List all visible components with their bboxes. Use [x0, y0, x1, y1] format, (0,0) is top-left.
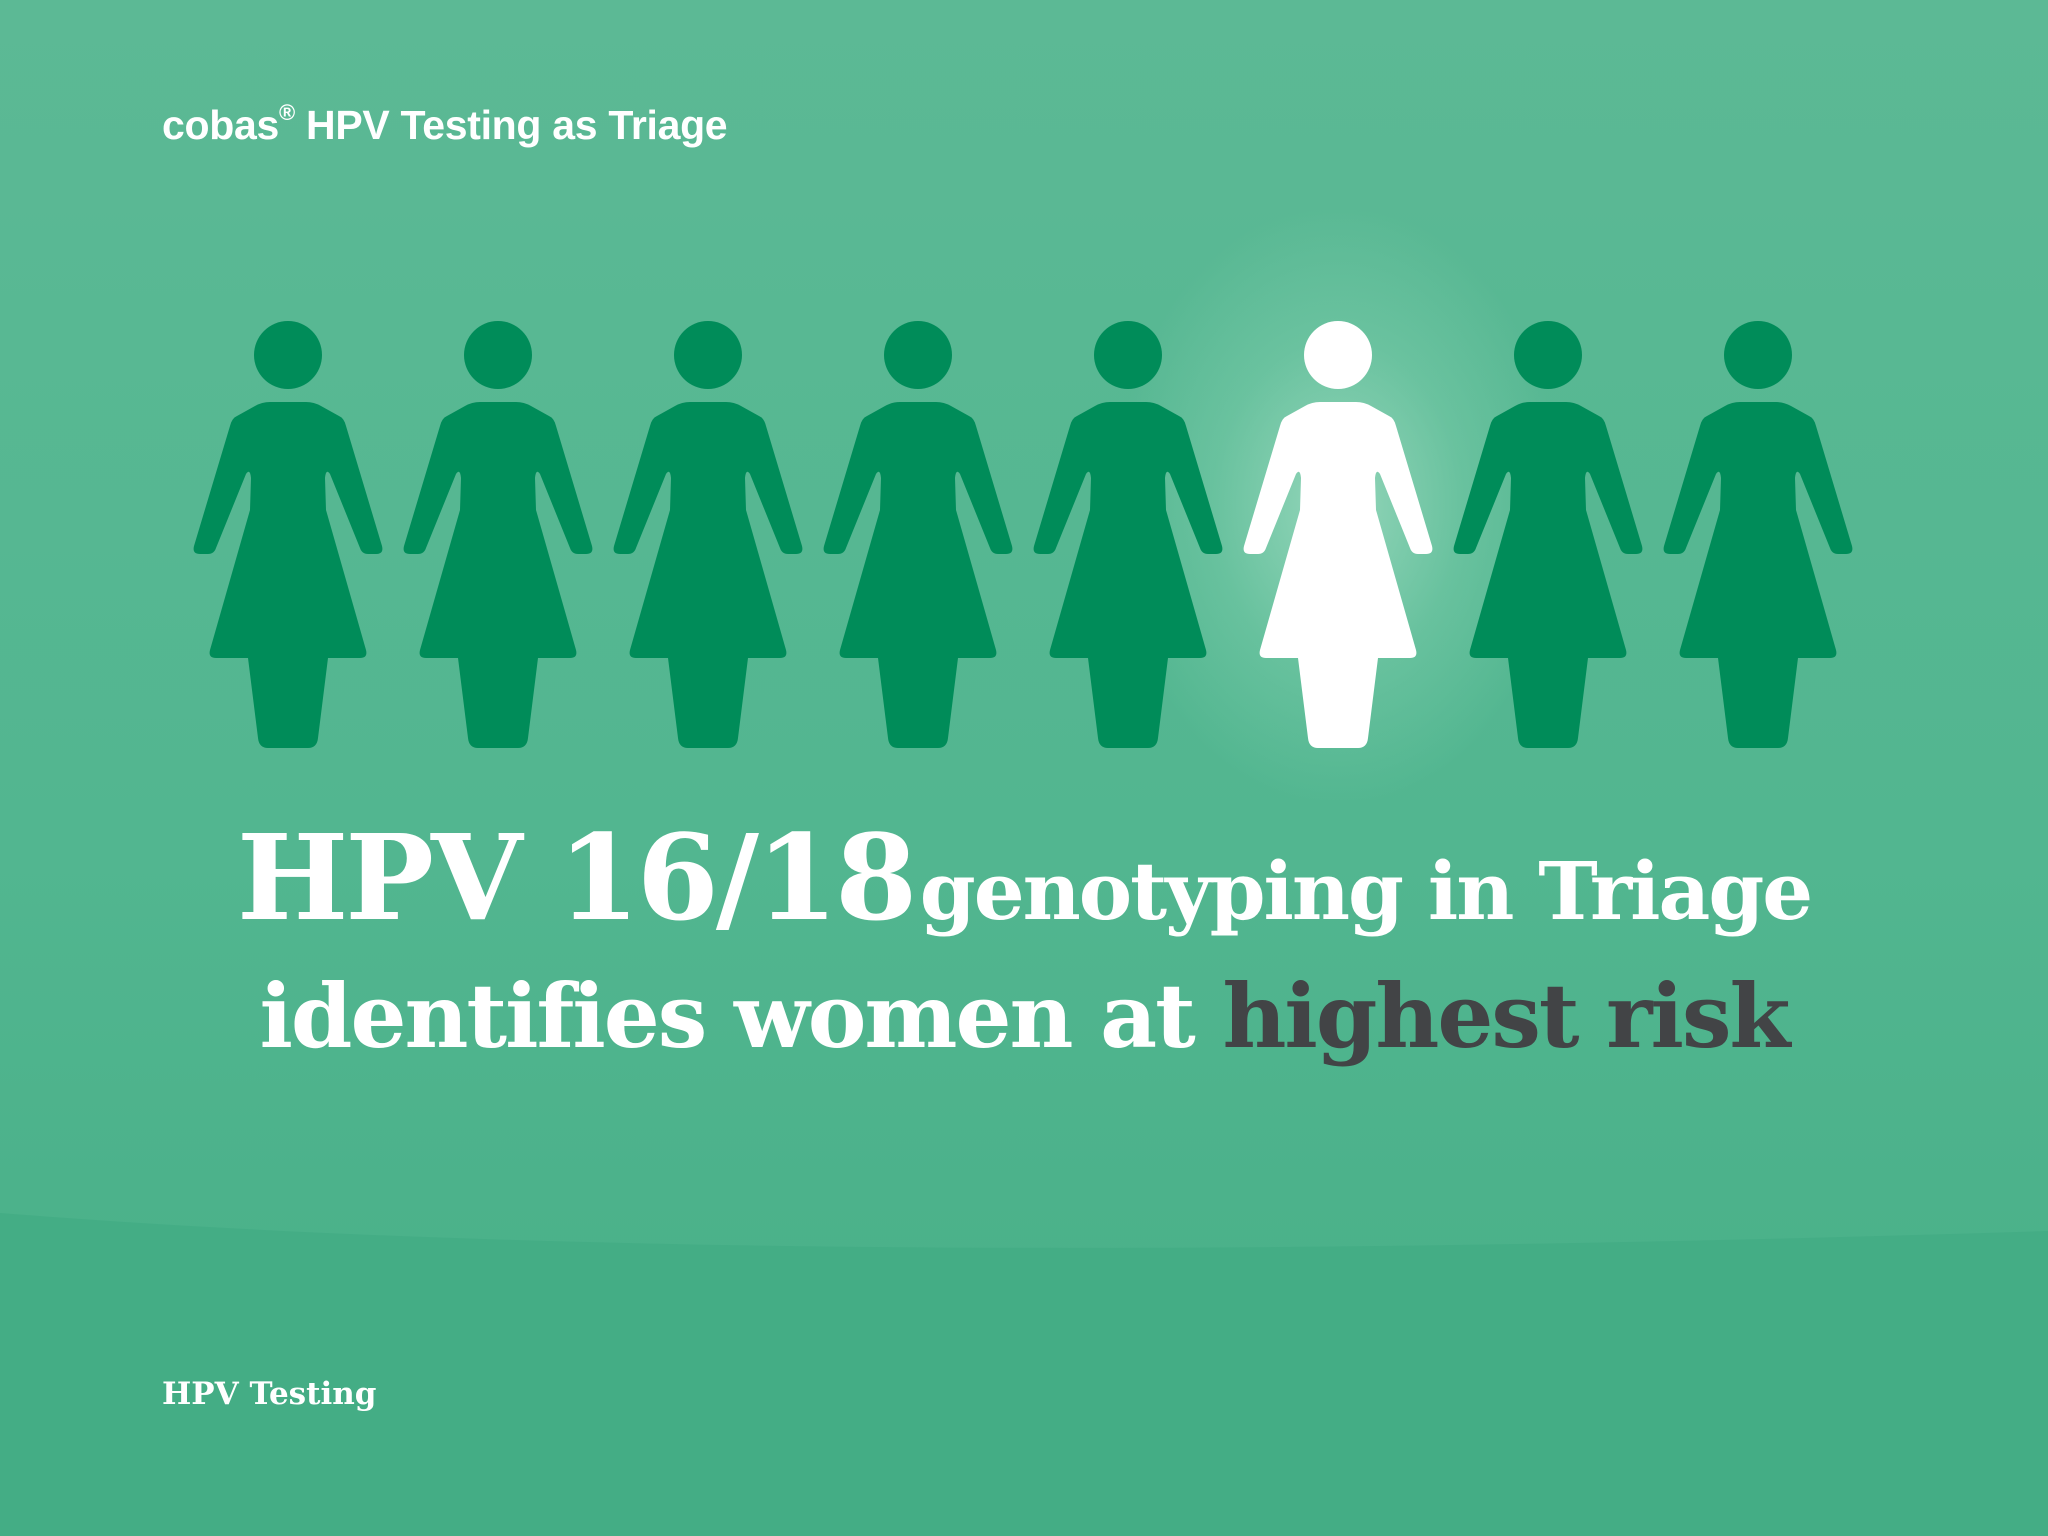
woman-icon-highlighted — [1243, 321, 1433, 748]
footer-label: HPV Testing — [162, 1376, 377, 1412]
page-title: cobas® HPV Testing as Triage — [162, 100, 728, 149]
women-figures-row — [193, 321, 1853, 748]
headline-line-2: identifies women at highest risk — [0, 964, 2048, 1068]
woman-icon — [1453, 321, 1643, 748]
headline-highest-risk: highest risk — [1222, 964, 1790, 1068]
background-wave — [0, 1213, 2048, 1536]
headline-hpv-types: HPV 16/18 — [236, 808, 917, 947]
woman-icon — [403, 321, 593, 748]
woman-icon — [193, 321, 383, 748]
woman-icon — [1663, 321, 1853, 748]
headline-identifies: identifies women at — [259, 964, 1196, 1068]
registered-mark: ® — [279, 100, 295, 126]
title-text: HPV Testing as Triage — [306, 102, 728, 148]
headline-line-1: HPV 16/18 genotyping in Triage — [0, 808, 2048, 947]
brand-name: cobas — [162, 102, 279, 148]
woman-icon — [1033, 321, 1223, 748]
woman-icon — [823, 321, 1013, 748]
headline-genotyping: genotyping in Triage — [919, 844, 1813, 938]
woman-icon — [613, 321, 803, 748]
